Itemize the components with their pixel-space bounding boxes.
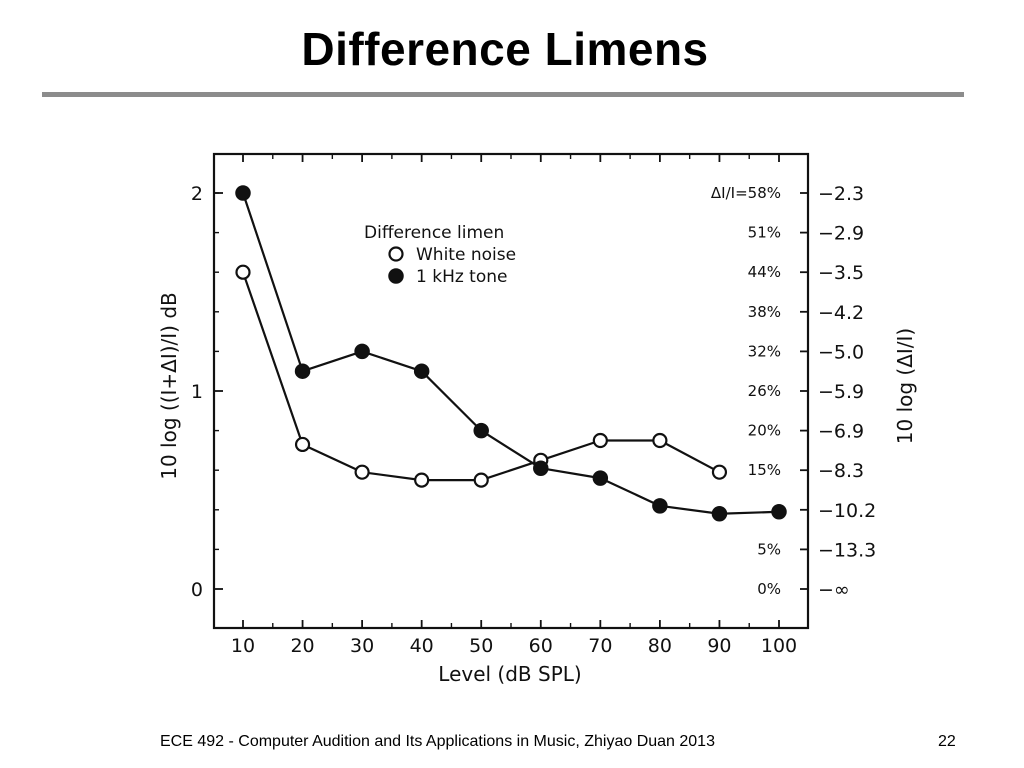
y-axis-label: 10 log ((I+ΔI)/I) dB: [157, 292, 181, 480]
point-1-khz-tone: [533, 460, 549, 476]
axis-ticks: 10 20 30 40 50 60 70 80 90 100 0 1 2 ΔI/I=58% −2.3 51% −…: [191, 154, 876, 657]
x-tick-label: 80: [648, 635, 672, 657]
y2-axis-label: 10 log (ΔI/I): [893, 328, 917, 444]
point-white-noise: [592, 432, 608, 449]
y2-pct-label: 5%: [757, 540, 781, 558]
y2-pct-label: 0%: [757, 580, 781, 598]
point-1-khz-tone: [473, 422, 489, 439]
y2-db-label: −2.9: [818, 223, 864, 245]
point-1-khz-tone: [771, 504, 787, 520]
point-1-khz-tone: [354, 343, 370, 360]
y2-pct-label: 32%: [748, 342, 781, 360]
point-white-noise: [414, 472, 430, 488]
title-divider: [42, 92, 964, 97]
y2-pct-label: 44%: [748, 263, 781, 281]
y2-db-label: −8.3: [818, 460, 864, 482]
x-axis-label: Level (dB SPL): [438, 662, 581, 686]
point-white-noise: [354, 464, 370, 480]
legend-label-white-noise: White noise: [416, 245, 516, 265]
y2-pct-label: 20%: [748, 422, 781, 440]
point-1-khz-tone: [294, 363, 311, 379]
plot-frame: [212, 152, 810, 630]
y2-pct-label: 51%: [748, 224, 781, 242]
x-tick-label: 20: [290, 635, 314, 657]
y2-db-label: −4.2: [818, 302, 864, 324]
point-1-khz-tone: [592, 470, 609, 486]
point-1-khz-tone: [652, 498, 668, 514]
legend-title: Difference limen: [364, 223, 504, 243]
x-tick-label: 10: [231, 635, 255, 657]
point-white-noise: [473, 472, 489, 488]
series-line-1-khz-tone: [241, 192, 780, 515]
y2-db-label: −2.3: [818, 183, 864, 205]
slide-title: Difference Limens: [301, 23, 709, 75]
x-tick-label: 60: [529, 635, 553, 657]
y2-pct-label: ΔI/I=58%: [711, 184, 781, 202]
x-tick-label: 100: [761, 635, 797, 657]
x-tick-label: 50: [469, 635, 493, 657]
y-tick-label: 1: [191, 381, 203, 403]
y2-pct-label: 26%: [748, 382, 781, 400]
y2-db-label: −3.5: [818, 262, 864, 284]
y2-pct-label: 38%: [748, 303, 781, 321]
x-tick-label: 30: [350, 635, 374, 657]
point-1-khz-tone: [711, 506, 728, 522]
y2-db-label: −13.3: [818, 539, 876, 561]
x-tick-label: 40: [410, 635, 434, 657]
point-1-khz-tone: [413, 363, 430, 379]
y2-pct-label: 15%: [748, 461, 781, 479]
point-white-noise: [652, 432, 668, 449]
y-tick-label: 2: [191, 183, 203, 205]
plot-border: [212, 152, 810, 630]
legend-marker-white-noise: [388, 246, 404, 262]
y2-db-label: −10.2: [818, 500, 876, 522]
legend: Difference limen White noise 1 kHz tone: [364, 223, 516, 287]
x-tick-label: 90: [707, 635, 731, 657]
legend-label-1khz-tone: 1 kHz tone: [416, 267, 507, 287]
legend-marker-1khz-tone: [388, 268, 404, 284]
slide-footer: ECE 492 - Computer Audition and Its Appl…: [160, 733, 715, 750]
series-line-white-noise: [241, 271, 720, 482]
y2-db-label: −5.9: [818, 381, 864, 403]
point-white-noise: [294, 436, 311, 453]
series-layer: [235, 185, 787, 522]
y-tick-label: 0: [191, 579, 203, 601]
slide-number: 22: [938, 733, 956, 750]
x-tick-label: 70: [588, 635, 612, 657]
point-1-khz-tone: [235, 185, 251, 201]
y2-db-label: −6.9: [818, 421, 864, 443]
y2-db-label: −5.0: [818, 341, 864, 363]
point-white-noise: [711, 464, 728, 480]
point-white-noise: [235, 264, 251, 280]
y2-db-label: −∞: [818, 579, 850, 601]
